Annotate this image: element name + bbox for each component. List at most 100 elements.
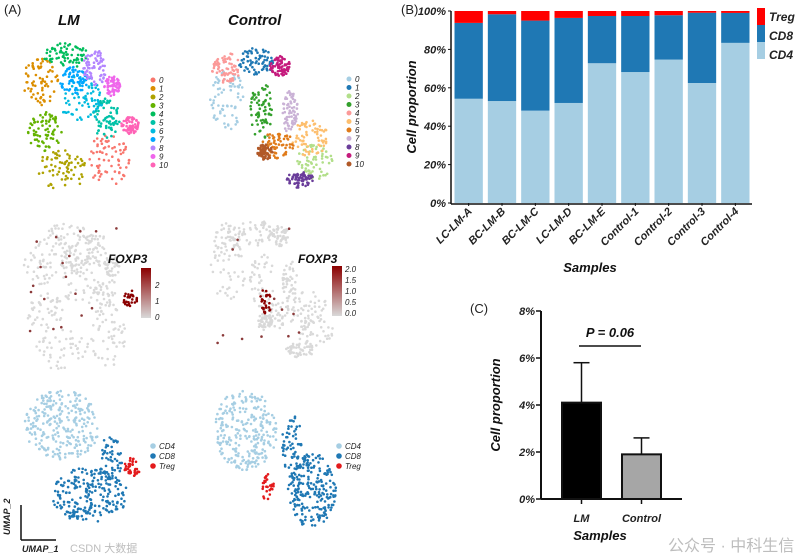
- umap-point-celltype-control-cd4: [236, 454, 240, 458]
- umap-point-celltype-lm-cd8: [120, 461, 124, 465]
- umap-point-lm-cluster-2: [48, 169, 51, 173]
- umap-point-celltype-lm-cd8: [99, 513, 103, 517]
- umap-point-celltype-control-cd4: [246, 463, 250, 466]
- umap-point-lm-cluster-0: [88, 158, 91, 161]
- umap-point-foxp3-lm: [27, 314, 31, 317]
- umap-point-control-cluster-8: [294, 178, 297, 181]
- umap-point-control-cluster-5: [298, 124, 302, 128]
- umap-point-foxp3-lm: [96, 292, 100, 295]
- umap-point-celltype-lm-cd4: [71, 404, 75, 408]
- umap-point-lm-cluster-3: [56, 125, 59, 128]
- umap-point-celltype-control-cd8: [333, 500, 336, 503]
- umap-point-foxp3-control: [331, 327, 334, 330]
- umap-point-celltype-lm-cd8: [76, 510, 79, 514]
- umap-point-foxp3-control: [292, 298, 296, 302]
- umap-point-lm-cluster-2: [76, 161, 80, 165]
- umap-point-foxp3-lm: [67, 261, 71, 264]
- umap-point-celltype-lm-cd8: [100, 467, 103, 471]
- umap-point-lm-cluster-7: [62, 74, 65, 77]
- umap-point-foxp3-lm: [42, 353, 46, 357]
- umap-point-celltype-lm-cd8: [89, 498, 93, 502]
- umap-point-foxp3-control: [247, 242, 251, 246]
- umap-point-celltype-lm-cd8: [84, 509, 87, 513]
- umap-point-celltype-control-cd8: [297, 473, 301, 477]
- umap-point-lm-cluster-2: [41, 155, 44, 159]
- umap-point-celltype-lm-cd8: [120, 497, 123, 501]
- umap-point-lm-cluster-10: [131, 116, 134, 120]
- umap-point-celltype-lm-cd8: [56, 493, 60, 497]
- umap-point-celltype-lm-cd8: [113, 468, 117, 472]
- umap-point-foxp3-control: [311, 313, 314, 316]
- umap-point-control-cluster-7: [287, 124, 291, 128]
- umap-point-foxp3-control: [299, 348, 302, 351]
- umap-point-celltype-lm-cd8: [78, 485, 82, 488]
- umap-point-celltype-control-treg: [264, 479, 267, 483]
- legend-dot: [150, 103, 156, 108]
- umap-point-lm-cluster-4: [80, 58, 84, 62]
- umap-point-lm-cluster-5: [99, 125, 102, 128]
- umap-point-foxp3-lm: [93, 237, 97, 241]
- umap-point-celltype-control-cd4: [247, 418, 250, 422]
- umap-point-foxp3-lm: [82, 289, 85, 292]
- umap-point-foxp3-lm: [64, 241, 67, 245]
- umap-point-celltype-control-cd4: [259, 416, 262, 419]
- umap-point-foxp3-lm: [70, 262, 73, 266]
- umap-point-celltype-lm-cd4: [85, 436, 88, 440]
- umap-point-celltype-lm-cd4: [63, 456, 67, 459]
- umap-point-control-cluster-4: [228, 62, 231, 65]
- umap-point-lm-cluster-6: [90, 97, 94, 100]
- umap-point-celltype-control-cd8: [330, 503, 334, 507]
- umap-point-foxp3-lm-high: [29, 290, 33, 294]
- umap-point-celltype-lm-cd8: [102, 507, 105, 510]
- umap-point-foxp3-control-high: [264, 289, 268, 293]
- umap-point-celltype-lm-cd8: [114, 485, 117, 488]
- umap-point-celltype-lm-cd8: [82, 482, 86, 485]
- umap-point-control-cluster-5: [311, 129, 314, 132]
- umap-point-control-cluster-5: [324, 137, 328, 141]
- umap-point-celltype-control-cd8: [288, 475, 292, 478]
- umap-point-lm-cluster-2: [57, 170, 61, 174]
- umap-point-foxp3-lm: [66, 233, 69, 236]
- umap-point-foxp3-control: [330, 334, 334, 337]
- umap-point-foxp3-control: [268, 225, 272, 229]
- umap-point-lm-cluster-1: [36, 99, 40, 103]
- umap-point-celltype-lm-cd4: [36, 398, 39, 401]
- umap-point-control-cluster-7: [282, 107, 286, 110]
- umap-point-control-cluster-5: [299, 139, 302, 142]
- umap-point-foxp3-lm: [84, 241, 88, 245]
- umap-point-lm-cluster-4: [46, 48, 49, 52]
- umap-point-foxp3-lm: [79, 252, 82, 255]
- umap-point-celltype-control-cd4: [254, 434, 258, 437]
- umap-point-lm-cluster-3: [30, 123, 34, 127]
- umap-point-foxp3-control: [286, 278, 289, 281]
- umap-point-lm-cluster-7: [81, 71, 85, 74]
- x-tick-label: Control: [622, 513, 662, 525]
- umap-point-control-cluster-1: [261, 48, 265, 52]
- umap-point-celltype-lm-cd8: [108, 451, 112, 454]
- umap-point-foxp3-lm: [113, 280, 116, 284]
- umap-point-celltype-control-cd4: [272, 446, 276, 449]
- umap-point-celltype-lm-cd4: [58, 413, 62, 416]
- umap-point-celltype-lm-cd8: [119, 452, 122, 455]
- umap-point-foxp3-lm: [91, 255, 95, 258]
- umap-point-celltype-control-cd8: [283, 454, 287, 458]
- umap-point-lm-cluster-2: [67, 161, 71, 165]
- umap-point-celltype-control-cd4: [260, 451, 264, 455]
- umap-point-celltype-lm-cd8: [86, 510, 90, 514]
- umap-point-foxp3-lm: [56, 360, 60, 364]
- umap-point-celltype-control-cd4: [261, 456, 264, 459]
- umap-point-lm-cluster-2: [77, 177, 81, 181]
- umap-point-control-cluster-5: [316, 127, 319, 131]
- umap-point-control-cluster-4: [234, 64, 237, 68]
- umap-point-lm-cluster-3: [46, 134, 49, 138]
- umap-point-lm-cluster-6: [87, 115, 90, 118]
- umap-point-foxp3-lm: [72, 253, 76, 256]
- umap-point-lm-cluster-7: [85, 83, 88, 87]
- umap-point-foxp3-lm: [112, 334, 116, 338]
- umap-point-foxp3-lm: [90, 237, 94, 240]
- umap-point-lm-cluster-2: [62, 172, 65, 175]
- umap-point-control-cluster-0: [225, 104, 229, 107]
- umap-point-lm-cluster-0: [102, 158, 106, 162]
- umap-point-foxp3-lm: [38, 301, 41, 305]
- umap-point-lm-cluster-2: [54, 152, 57, 155]
